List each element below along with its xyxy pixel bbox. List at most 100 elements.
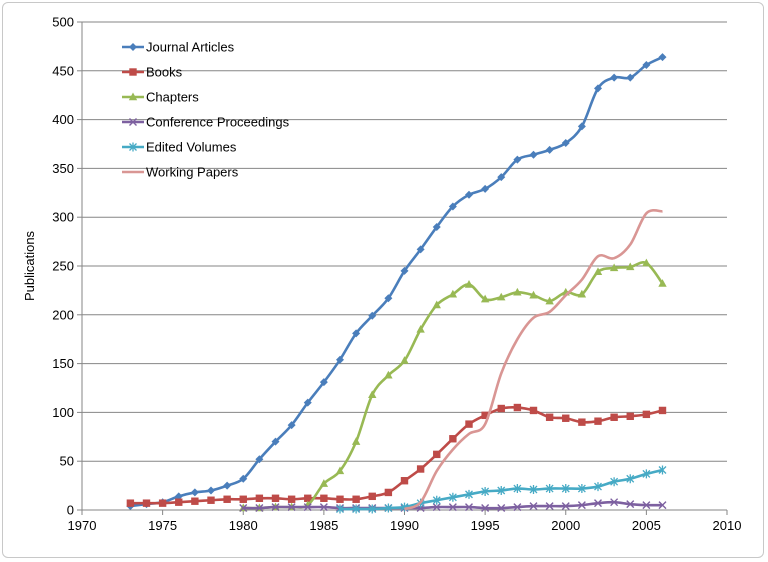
data-point (416, 324, 425, 333)
data-point (255, 504, 264, 513)
data-point (481, 184, 490, 193)
y-tick-label: 0 (67, 503, 74, 518)
data-point (175, 498, 183, 506)
data-point (481, 411, 489, 420)
data-point (577, 122, 586, 131)
data-point (384, 294, 393, 303)
data-point (465, 190, 473, 199)
data-point (610, 413, 618, 421)
data-point (432, 495, 441, 505)
data-point (497, 292, 506, 301)
data-point (642, 410, 651, 419)
data-point (255, 494, 264, 502)
data-point (271, 503, 280, 512)
data-point (207, 486, 215, 495)
data-point (642, 60, 651, 69)
series-layer (126, 53, 667, 514)
data-point (610, 73, 619, 82)
data-point (465, 503, 473, 512)
data-point (223, 481, 232, 490)
legend-item-edited-volumes: Edited Volumes (122, 140, 237, 155)
data-point (594, 482, 602, 492)
x-tick-label: 1970 (68, 518, 97, 533)
legend-label: Journal Articles (146, 40, 235, 55)
data-point (368, 390, 377, 399)
data-point (642, 258, 651, 267)
data-point (287, 495, 296, 503)
data-point (513, 287, 522, 296)
y-tick-label: 200 (52, 307, 74, 322)
data-point (626, 474, 635, 484)
data-point (658, 501, 667, 510)
data-point (561, 139, 570, 148)
y-tick-label: 300 (52, 210, 74, 225)
y-tick-labels: 0 50 100 150 200 250 300 350 400 450 500 (52, 15, 74, 518)
data-point (336, 495, 344, 503)
data-point (158, 499, 167, 507)
data-point (529, 502, 538, 511)
x-tick-label: 1995 (471, 518, 500, 533)
series-line-chapters (243, 261, 664, 510)
series-conference-proceedings (239, 498, 667, 513)
data-point (578, 418, 586, 426)
data-point (287, 503, 296, 512)
data-point (642, 469, 651, 479)
legend-item-working-papers: Working Papers (122, 165, 239, 180)
data-point (384, 503, 393, 513)
data-point (577, 484, 586, 494)
data-point (174, 492, 183, 501)
x-tick-label: 1980 (229, 518, 258, 533)
legend-marker (128, 92, 138, 101)
legend-marker (129, 68, 137, 76)
data-point (626, 73, 635, 82)
y-tick-label: 350 (52, 161, 74, 176)
data-point (271, 494, 280, 502)
data-point (545, 145, 554, 154)
series-line-journal-articles (130, 55, 664, 508)
data-point (481, 486, 490, 496)
data-point (239, 495, 247, 503)
legend-marker (129, 43, 137, 51)
x-tick-label: 2010 (713, 518, 742, 533)
data-point (465, 420, 473, 428)
data-point (513, 503, 522, 512)
data-point (610, 498, 619, 507)
data-point (465, 489, 473, 499)
data-point (400, 477, 409, 485)
y-tick-label: 100 (52, 405, 74, 420)
data-point (513, 484, 522, 494)
series-working-papers (403, 209, 663, 511)
data-point (513, 403, 522, 412)
data-point (626, 412, 634, 421)
data-point (561, 502, 570, 511)
data-point (304, 494, 312, 502)
legend-item-chapters: Chapters (122, 90, 199, 105)
data-point (593, 267, 603, 276)
data-point (497, 404, 505, 413)
data-point (658, 406, 667, 415)
data-point (351, 437, 361, 445)
legend-label: Working Papers (146, 165, 239, 180)
data-point (335, 466, 345, 475)
data-point (497, 173, 506, 182)
data-point (368, 504, 377, 514)
y-tick-label: 250 (52, 259, 74, 274)
data-point (594, 499, 602, 508)
legend-label: Chapters (146, 90, 199, 105)
data-point (191, 497, 199, 505)
data-point (336, 355, 344, 364)
data-point (400, 356, 409, 364)
data-point (658, 279, 667, 287)
data-point (433, 450, 441, 459)
data-point (142, 499, 151, 507)
data-point (577, 501, 586, 510)
data-point (594, 417, 602, 425)
data-point (368, 492, 376, 501)
x-tick-label: 1985 (309, 518, 338, 533)
data-point (464, 280, 474, 288)
data-point (626, 500, 635, 509)
y-axis-label: Publications (22, 230, 37, 301)
data-point (319, 479, 329, 487)
data-point (448, 492, 457, 502)
